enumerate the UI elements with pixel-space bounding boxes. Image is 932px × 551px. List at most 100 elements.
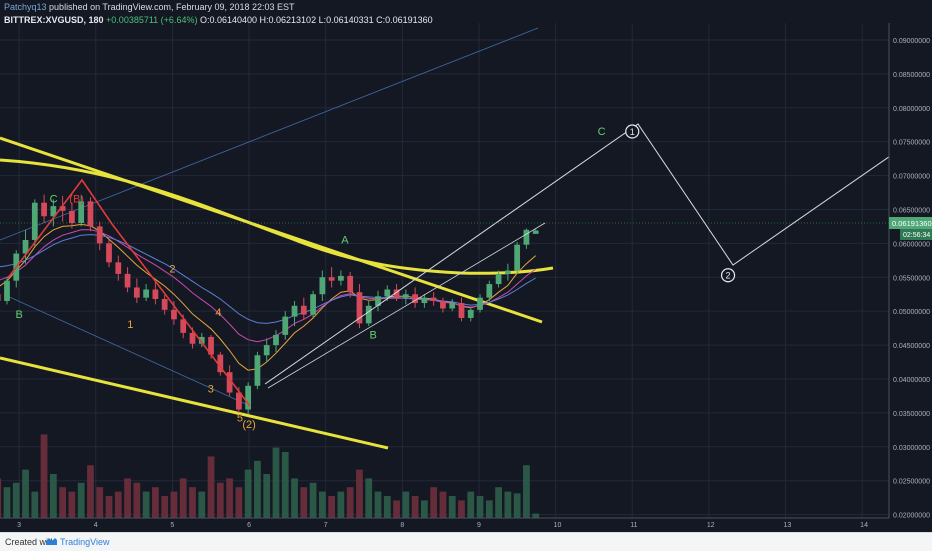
wave-labels: C (B) B 2 1 4 3 5(2) A B C 1 2 bbox=[15, 124, 736, 431]
wave-circle-number: 1 bbox=[630, 127, 635, 137]
candle-body bbox=[328, 277, 335, 281]
candle-body bbox=[96, 226, 103, 244]
candle bbox=[449, 298, 456, 312]
wave-circle bbox=[720, 268, 736, 283]
candle-body bbox=[365, 305, 372, 324]
candle bbox=[22, 229, 29, 264]
candle bbox=[504, 263, 511, 281]
author-name[interactable]: Patchyq13 bbox=[4, 2, 47, 12]
candle-body bbox=[458, 303, 465, 318]
volume-bar bbox=[402, 491, 410, 518]
volume-bar bbox=[114, 491, 122, 518]
candle bbox=[282, 311, 289, 340]
candle bbox=[31, 199, 38, 247]
candle-body bbox=[22, 239, 29, 254]
candle-body bbox=[235, 392, 242, 410]
candle bbox=[254, 351, 261, 390]
volume-bar bbox=[263, 474, 271, 518]
candle bbox=[4, 277, 10, 305]
countdown-badge: 02:56:34 bbox=[900, 229, 932, 240]
volume-bar bbox=[346, 487, 354, 518]
volume-bar bbox=[96, 487, 104, 518]
candle bbox=[477, 294, 483, 313]
circled-wave-label: 2 bbox=[720, 268, 736, 283]
volume-bar bbox=[421, 500, 428, 518]
volume-bar bbox=[207, 456, 215, 518]
volume-bar bbox=[59, 487, 67, 518]
candle-body bbox=[143, 289, 149, 298]
candle bbox=[365, 301, 372, 327]
volume-bar bbox=[40, 434, 48, 518]
candle-body bbox=[171, 309, 177, 320]
wave-projection-line bbox=[264, 123, 932, 385]
x-tick-label: 6 bbox=[247, 522, 251, 529]
candle-body bbox=[384, 289, 391, 297]
candle bbox=[495, 270, 502, 288]
candle-body bbox=[4, 280, 10, 302]
volume-bar bbox=[281, 452, 289, 518]
volume-bar bbox=[189, 487, 196, 518]
volume-bar bbox=[439, 491, 447, 518]
wave-label: 1 bbox=[127, 319, 133, 331]
candle-body bbox=[421, 297, 428, 304]
last-price-label: 0.06191360 bbox=[892, 219, 932, 228]
y-tick-label: 0.03000000 bbox=[893, 445, 930, 452]
x-tick-label: 3 bbox=[17, 522, 21, 529]
last-price-badge: 0.06191360 bbox=[889, 217, 932, 229]
candle bbox=[532, 229, 539, 234]
x-tick-label: 5 bbox=[170, 522, 174, 529]
volume-bar bbox=[300, 487, 308, 518]
candle-body bbox=[273, 334, 279, 346]
candle bbox=[421, 294, 428, 308]
created-with-text: Created with bbox=[5, 537, 56, 547]
volume-bar bbox=[0, 478, 2, 518]
candle-body bbox=[78, 201, 85, 224]
curved-resistance bbox=[0, 158, 554, 275]
volume-bar bbox=[133, 482, 141, 518]
y-tick-label: 0.04500000 bbox=[893, 343, 930, 350]
candle-body bbox=[291, 305, 298, 317]
y-tick-label: 0.07000000 bbox=[893, 174, 930, 181]
downtrend-lower bbox=[0, 356, 389, 450]
candle-body bbox=[254, 355, 261, 386]
volume-bar bbox=[22, 469, 29, 518]
volume-bar bbox=[448, 496, 456, 518]
candle-body bbox=[50, 206, 57, 217]
candle bbox=[226, 365, 233, 396]
volume-bar bbox=[31, 491, 39, 518]
candle bbox=[523, 228, 530, 249]
candle-body bbox=[504, 270, 511, 274]
candle bbox=[514, 242, 521, 274]
volume-bar bbox=[87, 465, 94, 518]
ohlc-values: O:0.06140400 H:0.06213102 L:0.06140331 C… bbox=[199, 15, 433, 25]
moving-average-line bbox=[0, 234, 536, 324]
candle-body bbox=[180, 319, 187, 333]
volume-bar bbox=[430, 487, 438, 518]
volume-bar bbox=[356, 469, 363, 518]
candle bbox=[161, 294, 168, 315]
candle bbox=[87, 197, 94, 232]
candle-body bbox=[532, 230, 539, 234]
publish-info: Patchyq13 published on TradingView.com, … bbox=[4, 2, 295, 12]
symbol-label[interactable]: BITTREX:XVGUSD, 180 bbox=[4, 15, 104, 25]
circled-wave-label: 1 bbox=[625, 124, 640, 139]
volume-bar bbox=[68, 491, 76, 518]
candle-body bbox=[356, 292, 363, 324]
candle bbox=[96, 221, 103, 251]
candle-body bbox=[263, 345, 270, 356]
candle bbox=[402, 289, 409, 305]
tradingview-brand-link[interactable]: TradingView bbox=[60, 537, 110, 547]
candle bbox=[50, 199, 57, 227]
candle-body bbox=[217, 354, 224, 373]
x-tick-label: 4 bbox=[94, 522, 98, 529]
volume-bar bbox=[216, 482, 224, 518]
candle-body bbox=[467, 309, 474, 318]
x-tick-label: 14 bbox=[860, 522, 868, 529]
candle bbox=[310, 290, 316, 318]
volume-bar bbox=[272, 447, 280, 518]
candle bbox=[152, 280, 159, 305]
x-tick-label: 8 bbox=[400, 522, 404, 529]
volume-bar bbox=[12, 482, 20, 518]
candle bbox=[106, 239, 112, 268]
